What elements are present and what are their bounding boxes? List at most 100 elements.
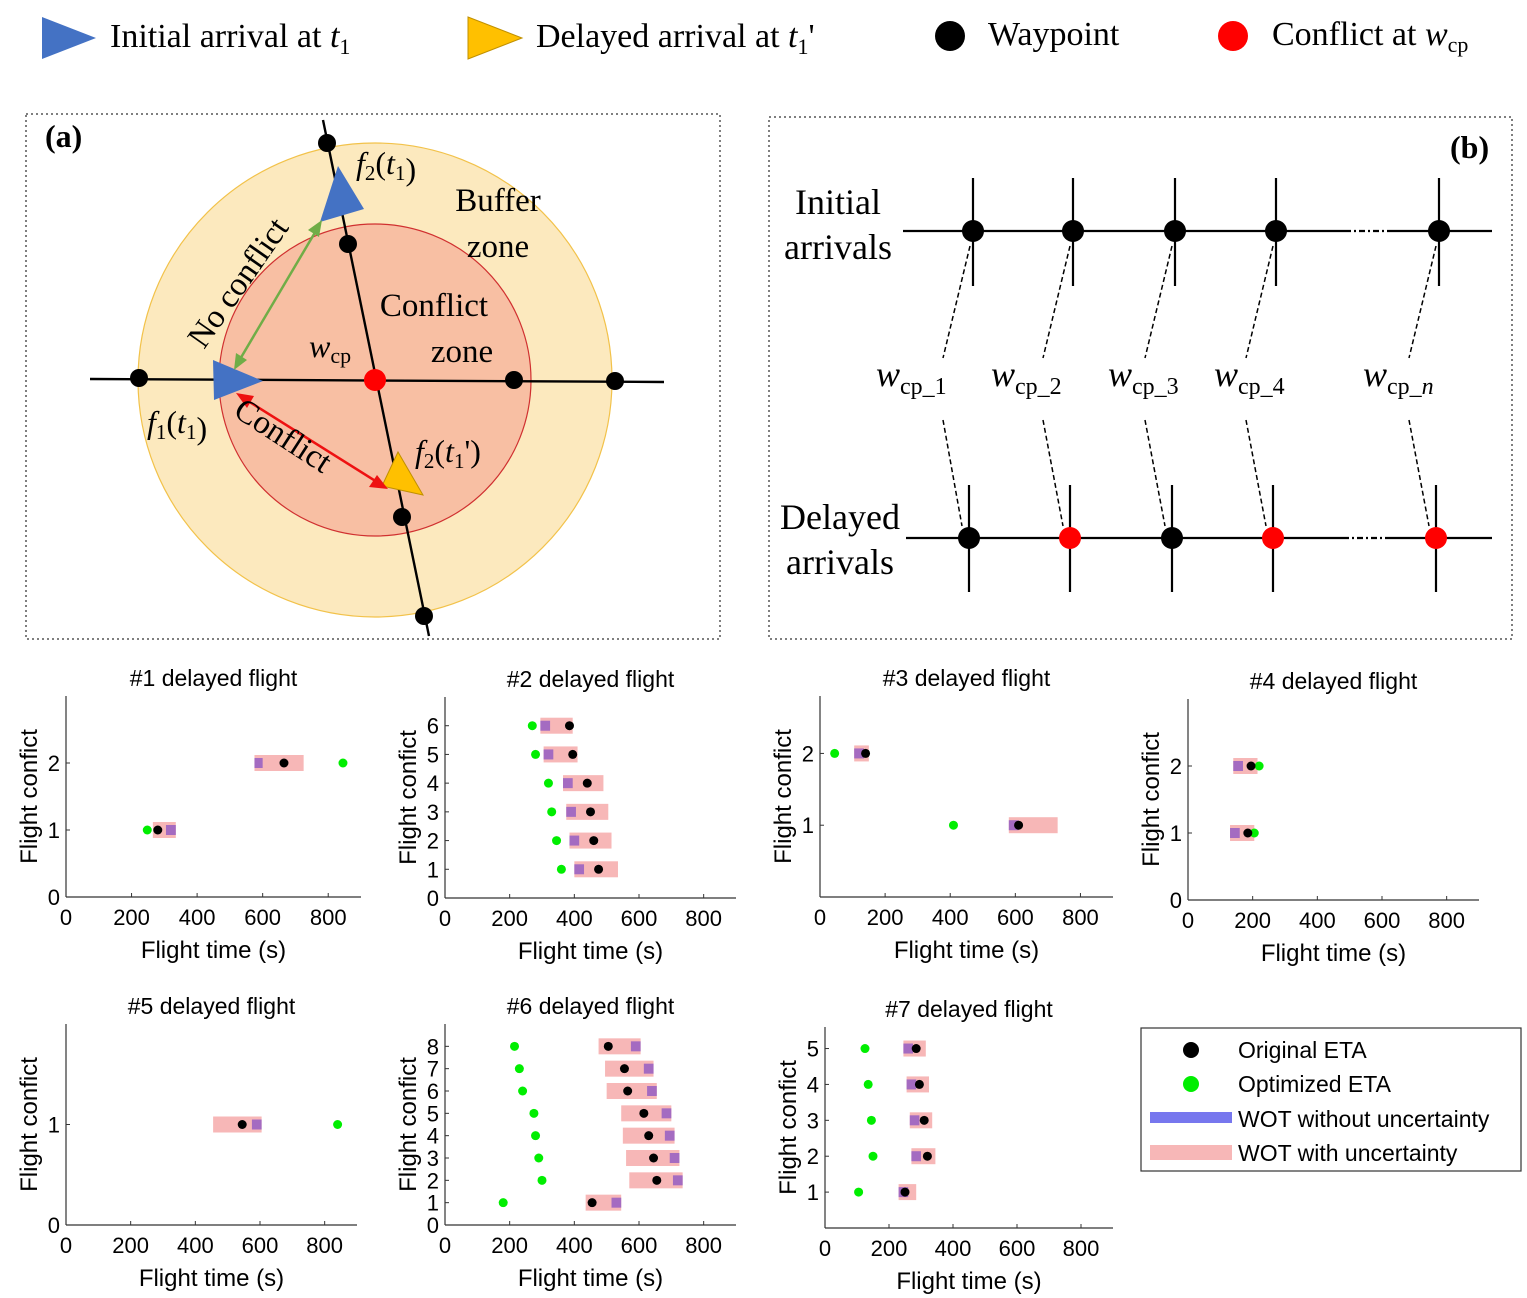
conflict-dot-icon xyxy=(1218,21,1248,51)
y-tick-label: 5 xyxy=(427,1101,439,1126)
mapping-dash xyxy=(1042,245,1071,359)
waypoint-dot-icon xyxy=(935,21,965,51)
y-tick-label: 0 xyxy=(427,886,439,911)
conflict-arrow xyxy=(239,394,386,489)
x-tick-label: 800 xyxy=(1063,1236,1100,1261)
x-tick-label: 600 xyxy=(999,1236,1036,1261)
optimized-eta-point xyxy=(527,721,537,731)
y-axis-label: Flight confict xyxy=(16,729,43,864)
delayed-arrivals-label: arrivals xyxy=(786,542,894,582)
optimized-eta-point xyxy=(948,820,958,830)
wot-without-uncertainty-bar xyxy=(251,1119,262,1130)
y-tick-label: 0 xyxy=(427,1213,439,1238)
conflict-point-wcp xyxy=(364,369,386,391)
optimized-eta-point xyxy=(543,778,553,788)
original-eta-point xyxy=(564,721,574,731)
optimized-eta-point xyxy=(863,1079,873,1089)
optimized-eta-point xyxy=(333,1120,343,1129)
optimized-eta-point xyxy=(1254,761,1264,771)
x-axis-label: Flight time (s) xyxy=(141,937,286,964)
panel-a-frame xyxy=(25,113,721,640)
y-tick-label: 6 xyxy=(427,1079,439,1104)
x-tick-label: 400 xyxy=(556,1233,593,1258)
y-tick-label: 5 xyxy=(807,1037,819,1062)
optimized-eta-point xyxy=(547,807,557,817)
y-tick-label: 2 xyxy=(807,1144,819,1169)
initial-arrivals-label: arrivals xyxy=(784,227,892,267)
y-tick-label: 0 xyxy=(48,885,60,910)
y-tick-label: 3 xyxy=(807,1108,819,1133)
conflict-zone-label: Conflict xyxy=(380,288,488,324)
x-tick-label: 800 xyxy=(310,905,347,930)
waypoint-dot xyxy=(130,369,148,387)
y-axis-label: Flight confict xyxy=(775,1060,802,1195)
optimized-eta-point xyxy=(529,1108,539,1118)
original-eta-point xyxy=(649,1153,659,1163)
y-tick-label: 4 xyxy=(427,1124,439,1149)
mapping-dash xyxy=(1144,245,1173,359)
original-eta-point xyxy=(279,758,289,768)
wot-with-uncertainty-bar xyxy=(605,1060,654,1077)
x-tick-label: 600 xyxy=(997,905,1034,930)
original-eta-point xyxy=(652,1175,662,1185)
waypoint-dot xyxy=(318,134,336,152)
wot-without-uncertainty-bar xyxy=(574,864,585,875)
original-eta-point xyxy=(1243,828,1253,838)
wot-without-uncertainty-bar xyxy=(672,1175,683,1186)
optimized-eta-point xyxy=(514,1064,524,1074)
delayed-conflict-waypoint xyxy=(1425,527,1447,549)
waypoint-dot xyxy=(606,372,624,390)
x-tick-label: 0 xyxy=(60,1233,72,1258)
original-eta-point xyxy=(639,1108,649,1118)
optimized-eta-point xyxy=(830,748,840,758)
mapping-dash xyxy=(1245,245,1274,359)
optimized-eta-point xyxy=(534,1153,544,1163)
wot-without-uncertainty-bar xyxy=(854,748,864,759)
wot-without-uncertainty-bar xyxy=(165,825,176,835)
y-tick-label: 1 xyxy=(807,1180,819,1205)
original-eta-point xyxy=(919,1115,929,1125)
legend-initial-label: Initial arrival at t1 xyxy=(110,18,350,59)
wot-with-swatch xyxy=(1150,1145,1232,1160)
no-conflict-arrowhead xyxy=(308,220,322,237)
x-tick-label: 400 xyxy=(932,905,969,930)
x-tick-label: 0 xyxy=(439,1233,451,1258)
original-eta-point xyxy=(911,1044,921,1054)
y-tick-label: 8 xyxy=(427,1034,439,1059)
wot-without-uncertainty-bar xyxy=(906,1079,917,1090)
wcp-label: wcp_2 xyxy=(991,354,1062,400)
y-tick-label: 2 xyxy=(802,741,814,766)
y-tick-label: 2 xyxy=(48,751,60,776)
f1-initial-arrival-triangle xyxy=(213,360,263,400)
x-tick-label: 200 xyxy=(113,905,150,930)
panel-b: (b) Initial arrivals Delayed arrivals wc… xyxy=(768,116,1513,640)
original-eta-point xyxy=(644,1131,654,1141)
wot-without-uncertainty-bar xyxy=(1008,820,1019,831)
x-tick-label: 200 xyxy=(491,906,528,931)
x-axis-label: Flight time (s) xyxy=(518,938,663,965)
wot-without-uncertainty-bar xyxy=(540,720,551,731)
y-tick-label: 2 xyxy=(427,829,439,854)
wot-without-uncertainty-bar xyxy=(1230,828,1240,838)
wcp-label: wcp xyxy=(309,328,351,368)
f2-initial-arrival-triangle xyxy=(320,166,364,222)
x-tick-label: 800 xyxy=(685,1233,722,1258)
y-axis-label: Flight confict xyxy=(1138,732,1165,867)
optimized-eta-point xyxy=(531,749,541,759)
conflict-arrowhead xyxy=(236,393,254,408)
wot-without-uncertainty-bar xyxy=(911,1151,921,1162)
wot-without-uncertainty-bar xyxy=(569,835,580,846)
chart-title: #2 delayed flight xyxy=(507,666,675,692)
original-eta-point xyxy=(582,778,592,788)
delayed-arrival-triangle-icon xyxy=(467,16,524,60)
y-tick-label: 4 xyxy=(807,1072,819,1097)
wot-without-uncertainty-bar xyxy=(647,1086,657,1096)
wot-without-uncertainty-bar xyxy=(563,778,573,789)
no-conflict-arrowhead xyxy=(234,353,247,370)
x-tick-label: 600 xyxy=(244,905,281,930)
wot-without-swatch xyxy=(1150,1112,1232,1123)
initial-waypoint xyxy=(1265,220,1287,242)
